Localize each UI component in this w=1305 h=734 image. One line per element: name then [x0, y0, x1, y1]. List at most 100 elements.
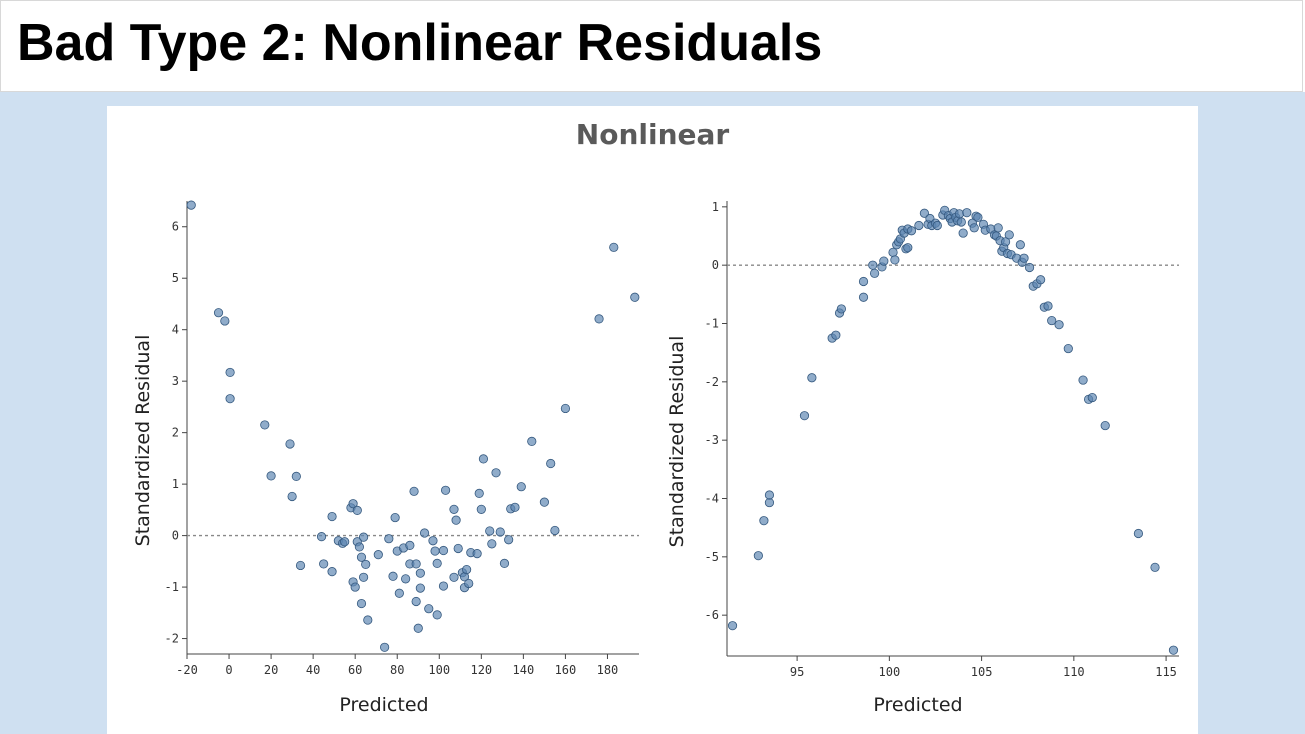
right-data-point: [1047, 315, 1057, 326]
left-data-point: [491, 468, 501, 478]
right-y-axis-title: Standardized Residual: [666, 336, 688, 548]
right-data-point: [906, 226, 917, 236]
left-data-point: [220, 316, 230, 326]
left-data-point: [409, 486, 419, 496]
right-data-point: [759, 516, 769, 526]
left-y-tick-label: 2: [172, 426, 179, 440]
left-data-point: [546, 458, 556, 469]
left-data-point: [411, 596, 421, 607]
right-data-point: [858, 276, 869, 287]
right-data-point: [753, 551, 763, 561]
right-data-point: [1015, 240, 1025, 250]
slide-header: Bad Type 2: Nonlinear Residuals: [0, 0, 1303, 92]
left-data-point: [449, 572, 459, 582]
left-data-point: [350, 582, 360, 592]
right-data-point: [1004, 230, 1014, 240]
left-data-point: [287, 491, 297, 502]
left-data-point: [451, 515, 461, 525]
left-data-point: [394, 588, 404, 598]
left-data-point: [186, 200, 196, 210]
left-data-point: [464, 578, 474, 589]
right-x-tick-label: 105: [971, 665, 993, 679]
left-data-point: [594, 314, 604, 324]
left-data-point: [499, 558, 510, 568]
right-data-point: [1063, 343, 1073, 354]
left-data-point: [401, 574, 411, 584]
right-y-tick-label: -1: [705, 317, 719, 331]
left-data-point: [485, 526, 495, 536]
right-data-point: [1043, 301, 1053, 311]
right-x-tick-label: 95: [790, 665, 804, 679]
right-data-point: [932, 220, 942, 231]
right-data-point: [1054, 320, 1064, 330]
left-x-tick-label: 0: [225, 663, 232, 677]
right-y-tick-label: 1: [712, 200, 719, 214]
left-data-point: [462, 564, 472, 575]
left-x-tick-label: 140: [513, 663, 535, 677]
left-data-point: [428, 536, 438, 546]
left-y-tick-label: 6: [172, 220, 179, 234]
right-data-point: [890, 255, 900, 265]
left-x-tick-label: 80: [390, 663, 404, 677]
left-y-tick-label: 0: [172, 529, 179, 543]
left-data-point: [539, 497, 549, 507]
left-data-point: [432, 558, 442, 568]
left-data-point: [363, 615, 373, 625]
left-y-tick-label: -2: [165, 632, 179, 646]
right-y-tick-label: -3: [705, 433, 719, 447]
left-data-point: [352, 505, 362, 515]
right-data-point: [993, 223, 1003, 233]
right-data-point: [903, 243, 913, 253]
figure-panel: Nonlinear -2 -1 0 1 2 3 4 5 6 -20 0 20 40 60 80 100 120 1…: [107, 106, 1198, 734]
right-data-point: [1133, 528, 1144, 539]
left-data-point: [438, 545, 449, 556]
left-data-point: [319, 559, 329, 569]
right-data-point: [799, 411, 810, 421]
left-data-point: [327, 567, 337, 577]
right-data-point: [1100, 420, 1110, 431]
left-data-point: [358, 532, 369, 542]
right-data-point: [764, 490, 775, 500]
left-x-tick-label: 40: [306, 663, 320, 677]
right-data-point: [836, 304, 846, 314]
right-data-point: [858, 292, 869, 302]
left-y-tick-label: -1: [165, 580, 179, 594]
left-data-point: [348, 499, 358, 509]
left-data-point: [550, 525, 560, 536]
left-data-point: [361, 559, 371, 570]
right-data-point: [727, 621, 738, 631]
left-data-point: [358, 572, 369, 582]
left-data-point: [527, 436, 537, 446]
left-data-point: [478, 454, 489, 464]
left-data-point: [388, 571, 398, 581]
left-data-point: [266, 471, 276, 481]
right-data-point: [914, 220, 924, 231]
left-data-point: [495, 527, 505, 537]
left-x-axis-title: Predicted: [339, 694, 428, 716]
left-residual-plot: -2 -1 0 1 2 3 4 5 6 -20 0 20 40 60 80 100 120 140 160 180 Pr…: [132, 200, 640, 716]
right-y-tick-label: -6: [705, 608, 719, 622]
left-data-point: [630, 292, 640, 302]
right-data-point: [1000, 237, 1011, 247]
left-data-point: [316, 532, 327, 542]
left-data-point: [504, 535, 514, 545]
right-data-point: [919, 208, 930, 218]
left-y-tick-label: 1: [172, 477, 179, 491]
left-data-point: [424, 604, 434, 614]
right-x-tick-label: 115: [1155, 665, 1177, 679]
left-data-point: [291, 471, 301, 482]
left-data-point: [419, 528, 430, 538]
left-x-tick-label: 20: [264, 663, 278, 677]
right-residual-plot: -6 -5 -4 -3 -2 -1 0 1 95 100 105 110 115 Predicted Sta…: [666, 200, 1179, 716]
left-data-point: [354, 542, 364, 552]
left-data-point: [225, 394, 235, 404]
left-data-point: [609, 242, 619, 252]
left-data-point: [405, 540, 415, 550]
left-data-point: [440, 485, 451, 495]
left-data-point: [327, 511, 337, 522]
right-data-point: [868, 260, 878, 270]
left-data-point: [373, 550, 383, 560]
left-x-tick-label: 120: [470, 663, 492, 677]
right-data-point: [888, 247, 898, 257]
right-data-point: [1019, 253, 1029, 263]
